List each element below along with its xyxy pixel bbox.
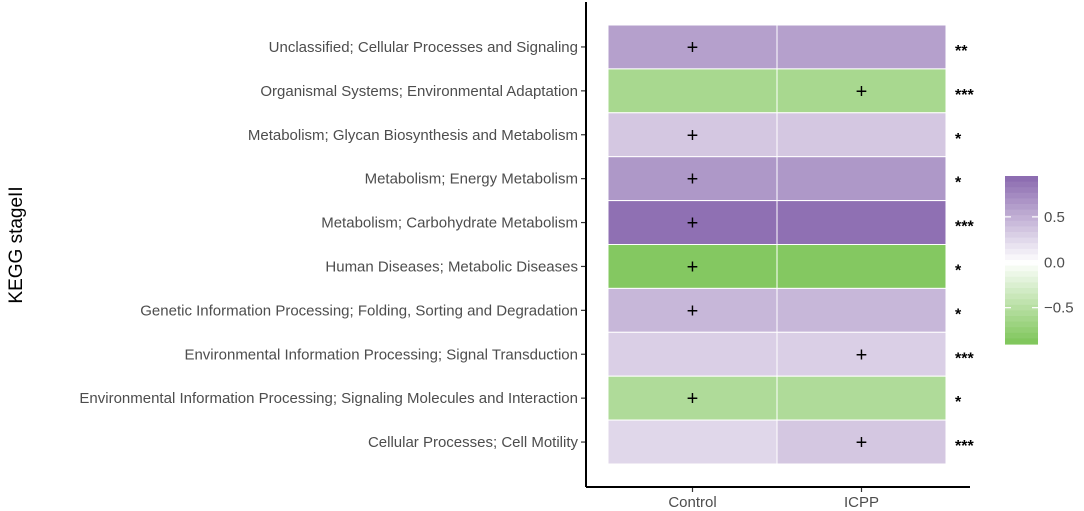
legend-segment xyxy=(1005,338,1038,345)
color-legend: 0.5 0.0 −0.5 xyxy=(1005,176,1074,345)
heatmap-cell xyxy=(607,68,778,114)
plus-mark: + xyxy=(856,81,868,103)
row-label: Metabolism; Carbohydrate Metabolism xyxy=(321,215,578,232)
significance-mark: * xyxy=(955,131,962,148)
legend-segment xyxy=(1005,310,1038,317)
plus-mark: + xyxy=(687,169,699,191)
heatmap-cell xyxy=(607,112,778,158)
legend-segment xyxy=(1005,321,1038,328)
significance-mark: *** xyxy=(955,438,974,455)
heatmap-cells xyxy=(607,24,947,465)
legend-tick-label: 0.0 xyxy=(1044,254,1065,271)
legend-segment xyxy=(1005,288,1038,295)
legend-segment xyxy=(1005,243,1038,250)
heatmap-cell xyxy=(776,112,947,158)
legend-segment xyxy=(1005,271,1038,278)
legend-tick-label: 0.5 xyxy=(1044,209,1065,226)
column-labels: Control ICPP xyxy=(668,487,879,511)
legend-segment xyxy=(1005,226,1038,233)
legend-segment xyxy=(1005,304,1038,311)
heatmap-cell xyxy=(607,419,778,465)
row-label: Unclassified; Cellular Processes and Sig… xyxy=(269,39,578,56)
heatmap-cell xyxy=(776,24,947,70)
legend-segment xyxy=(1005,265,1038,272)
heatmap-cell xyxy=(607,244,778,289)
significance-marks: ******************* xyxy=(955,43,974,455)
plus-mark: + xyxy=(687,213,699,235)
significance-mark: * xyxy=(955,175,962,192)
row-label: Cellular Processes; Cell Motility xyxy=(368,434,579,451)
legend-segment xyxy=(1005,220,1038,227)
legend-segment xyxy=(1005,248,1038,255)
heatmap-cell xyxy=(776,68,947,114)
significance-mark: ** xyxy=(955,43,968,60)
row-label: Human Diseases; Metabolic Diseases xyxy=(325,258,578,275)
column-label: ICPP xyxy=(844,494,879,511)
legend-segment xyxy=(1005,282,1038,289)
row-label: Metabolism; Energy Metabolism xyxy=(365,171,578,188)
legend-segment xyxy=(1005,176,1038,183)
significance-mark: * xyxy=(955,306,962,323)
row-label: Organismal Systems; Environmental Adapta… xyxy=(260,83,578,100)
heatmap-cell xyxy=(776,419,947,465)
heatmap-cell xyxy=(776,331,947,377)
legend-segment xyxy=(1005,327,1038,334)
legend-segment xyxy=(1005,260,1038,267)
legend-segment xyxy=(1005,299,1038,306)
legend-segment xyxy=(1005,187,1038,194)
plus-mark: + xyxy=(687,37,699,59)
heatmap-cell xyxy=(776,156,947,202)
legend-segment xyxy=(1005,204,1038,211)
row-label: Metabolism; Glycan Biosynthesis and Meta… xyxy=(248,127,578,144)
plus-mark: + xyxy=(687,256,699,278)
heatmap-cell xyxy=(607,156,778,202)
legend-tick-label: −0.5 xyxy=(1044,300,1074,317)
legend-segment xyxy=(1005,332,1038,339)
plus-mark: + xyxy=(856,432,868,454)
significance-mark: * xyxy=(955,262,962,279)
legend-segment xyxy=(1005,316,1038,323)
column-label: Control xyxy=(668,494,716,511)
plus-mark: + xyxy=(687,388,699,410)
row-labels: Unclassified; Cellular Processes and Sig… xyxy=(79,39,586,451)
heatmap-cell xyxy=(776,375,947,421)
legend-segment xyxy=(1005,254,1038,261)
significance-mark: *** xyxy=(955,350,974,367)
row-label: Genetic Information Processing; Folding,… xyxy=(140,302,578,319)
significance-mark: * xyxy=(955,394,962,411)
legend-segment xyxy=(1005,293,1038,300)
heatmap-cell xyxy=(776,200,947,246)
legend-segment xyxy=(1005,209,1038,216)
heatmap-cell xyxy=(607,331,778,377)
significance-mark: *** xyxy=(955,87,974,104)
legend-segment xyxy=(1005,198,1038,205)
row-label: Environmental Information Processing; Si… xyxy=(79,390,578,407)
legend-segment xyxy=(1005,276,1038,283)
plus-mark: + xyxy=(687,125,699,147)
plus-marks: + + + + + + + + + + xyxy=(687,37,868,454)
legend-segment xyxy=(1005,192,1038,199)
legend-segment xyxy=(1005,232,1038,239)
heatmap-cell xyxy=(607,24,778,70)
legend-segment xyxy=(1005,181,1038,188)
legend-segment xyxy=(1005,237,1038,244)
plus-mark: + xyxy=(856,344,868,366)
plus-mark: + xyxy=(687,300,699,322)
row-label: Environmental Information Processing; Si… xyxy=(184,346,578,363)
legend-segment xyxy=(1005,215,1038,222)
heatmap-cell xyxy=(776,244,947,289)
significance-mark: *** xyxy=(955,219,974,236)
heatmap-cell xyxy=(776,287,947,333)
y-axis-title: KEGG stageII xyxy=(6,186,27,303)
